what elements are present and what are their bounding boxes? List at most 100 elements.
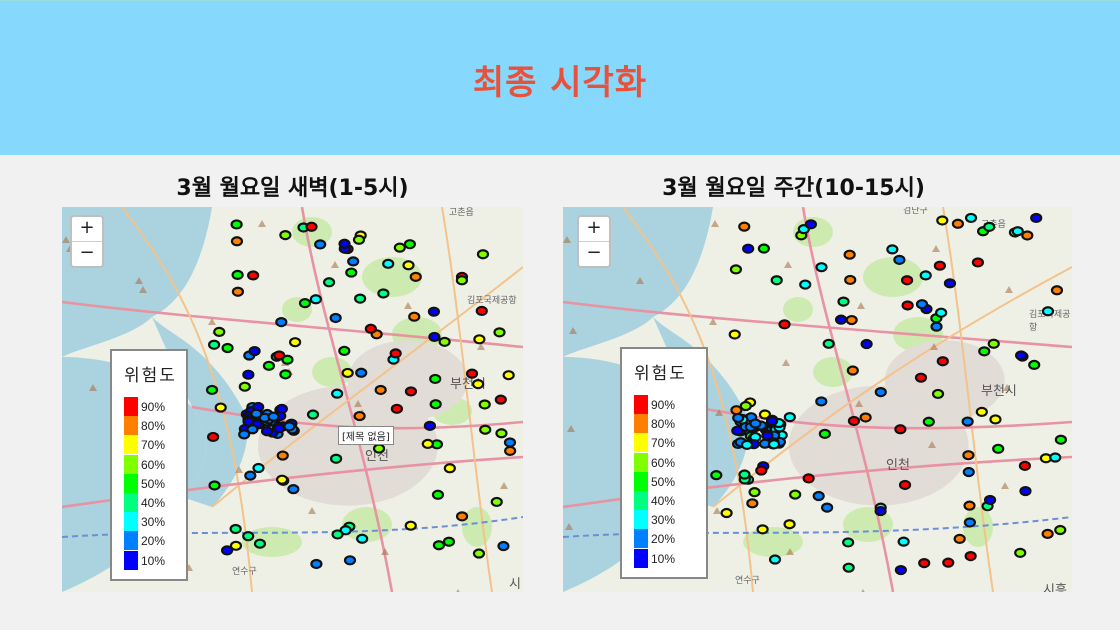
risk-point[interactable]	[843, 249, 856, 260]
risk-point[interactable]	[374, 384, 387, 396]
risk-point[interactable]	[844, 274, 857, 286]
risk-point[interactable]	[442, 536, 456, 547]
risk-map-daytime[interactable]: 부천시 인천 고촌읍 김포국제공항 연수구 시흥 검단구 + − 위험도 90%…	[563, 207, 1072, 592]
risk-point[interactable]	[502, 370, 515, 381]
risk-point[interactable]	[728, 329, 741, 340]
risk-point[interactable]	[749, 418, 762, 429]
risk-point[interactable]	[229, 540, 243, 551]
risk-point[interactable]	[404, 386, 418, 397]
risk-point[interactable]	[329, 312, 342, 324]
risk-point[interactable]	[983, 494, 997, 506]
risk-point[interactable]	[231, 269, 244, 281]
risk-point[interactable]	[208, 480, 221, 491]
risk-point[interactable]	[1054, 434, 1067, 445]
risk-point[interactable]	[789, 489, 802, 500]
risk-point[interactable]	[409, 271, 422, 282]
risk-point[interactable]	[975, 406, 988, 417]
risk-point[interactable]	[472, 379, 485, 390]
risk-point[interactable]	[494, 394, 507, 405]
risk-point[interactable]	[372, 443, 386, 454]
risk-point[interactable]	[770, 275, 783, 286]
risk-point[interactable]	[364, 323, 377, 334]
risk-point[interactable]	[951, 218, 965, 229]
risk-point[interactable]	[478, 399, 491, 410]
risk-point[interactable]	[739, 400, 752, 412]
risk-point[interactable]	[352, 234, 366, 245]
risk-point[interactable]	[465, 368, 479, 379]
risk-point[interactable]	[473, 334, 486, 345]
risk-point[interactable]	[740, 439, 754, 450]
risk-point[interactable]	[429, 373, 442, 385]
risk-point[interactable]	[971, 257, 985, 268]
risk-point[interactable]	[443, 463, 456, 474]
risk-point[interactable]	[1028, 359, 1041, 371]
risk-point[interactable]	[356, 533, 369, 544]
risk-point[interactable]	[479, 424, 492, 435]
risk-point[interactable]	[815, 262, 828, 273]
risk-point[interactable]	[756, 524, 769, 535]
risk-point[interactable]	[847, 415, 861, 427]
risk-point[interactable]	[1015, 350, 1028, 361]
risk-point[interactable]	[345, 267, 358, 278]
risk-point[interactable]	[710, 470, 723, 481]
risk-point[interactable]	[354, 293, 367, 304]
risk-point[interactable]	[943, 278, 957, 289]
risk-point[interactable]	[230, 219, 243, 230]
risk-point[interactable]	[421, 438, 434, 450]
risk-point[interactable]	[389, 348, 402, 359]
risk-point[interactable]	[262, 360, 276, 371]
risk-point[interactable]	[815, 396, 828, 407]
zoom-in-button[interactable]: +	[79, 217, 95, 238]
risk-point[interactable]	[287, 484, 300, 495]
risk-point[interactable]	[309, 294, 322, 305]
risk-point[interactable]	[874, 505, 887, 517]
risk-point[interactable]	[408, 311, 421, 322]
risk-point[interactable]	[919, 270, 932, 281]
risk-point[interactable]	[455, 511, 469, 522]
risk-point[interactable]	[820, 502, 834, 513]
risk-point[interactable]	[936, 215, 949, 226]
risk-point[interactable]	[978, 346, 991, 357]
risk-point[interactable]	[837, 296, 850, 307]
risk-point[interactable]	[1030, 212, 1043, 224]
risk-point[interactable]	[322, 277, 336, 288]
risk-point[interactable]	[329, 453, 343, 464]
risk-point[interactable]	[252, 462, 265, 474]
risk-point[interactable]	[238, 429, 251, 440]
risk-point[interactable]	[490, 496, 503, 508]
risk-point[interactable]	[987, 338, 1000, 349]
risk-point[interactable]	[242, 369, 255, 380]
risk-point[interactable]	[914, 372, 928, 383]
risk-point[interactable]	[427, 306, 441, 317]
risk-point[interactable]	[298, 298, 312, 309]
risk-point[interactable]	[273, 350, 286, 361]
risk-point[interactable]	[822, 338, 835, 349]
risk-point[interactable]	[1054, 524, 1067, 536]
risk-point[interactable]	[331, 529, 344, 540]
risk-point[interactable]	[221, 342, 234, 354]
risk-point[interactable]	[208, 339, 221, 350]
risk-point[interactable]	[355, 367, 368, 378]
risk-point[interactable]	[964, 551, 977, 562]
risk-point[interactable]	[404, 520, 417, 531]
risk-point[interactable]	[729, 264, 743, 275]
risk-point[interactable]	[213, 326, 226, 337]
risk-point[interactable]	[306, 409, 320, 420]
risk-point[interactable]	[244, 470, 257, 481]
risk-point[interactable]	[242, 416, 255, 427]
risk-point[interactable]	[893, 254, 906, 265]
risk-point[interactable]	[799, 279, 812, 290]
risk-point[interactable]	[289, 337, 302, 348]
risk-point[interactable]	[738, 221, 751, 232]
risk-point[interactable]	[428, 331, 441, 343]
risk-point[interactable]	[730, 405, 743, 416]
risk-point[interactable]	[915, 299, 929, 310]
risk-point[interactable]	[431, 489, 445, 500]
risk-point[interactable]	[279, 229, 292, 241]
risk-point[interactable]	[455, 275, 468, 286]
risk-point[interactable]	[495, 428, 508, 439]
zoom-in-button[interactable]: +	[586, 217, 602, 238]
risk-point[interactable]	[314, 239, 327, 250]
risk-point[interactable]	[818, 428, 831, 439]
risk-point[interactable]	[310, 558, 323, 570]
